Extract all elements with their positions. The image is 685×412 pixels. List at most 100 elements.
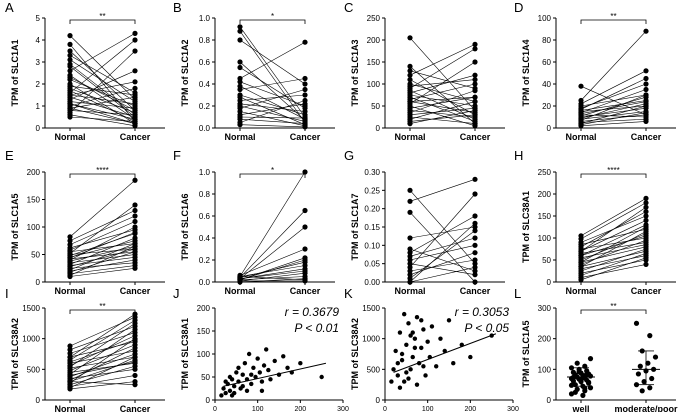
pair-line bbox=[69, 81, 136, 96]
cancer-point bbox=[132, 257, 138, 263]
y-tick-label: 0.0 bbox=[199, 278, 211, 287]
panel-d: D 0 20 40 60 80 100 TPM of SLC1A4 Normal Cancer ** bbox=[514, 0, 676, 142]
scatter-point bbox=[414, 315, 420, 320]
scatter-point bbox=[438, 336, 443, 341]
pair-line bbox=[580, 257, 647, 281]
y-axis-label: TPM of SLC1A6 bbox=[180, 193, 190, 260]
pair-line bbox=[239, 103, 306, 116]
normal-point bbox=[237, 37, 243, 43]
y-tick-label: 80 bbox=[542, 36, 551, 45]
scatter-point bbox=[227, 374, 233, 380]
pair-line bbox=[580, 235, 647, 256]
category-label: Normal bbox=[54, 132, 85, 142]
pair-line bbox=[69, 204, 136, 254]
category-label: Cancer bbox=[120, 132, 151, 142]
pair-line bbox=[580, 226, 647, 263]
normal-point bbox=[578, 123, 584, 129]
significance-bracket bbox=[69, 19, 136, 24]
pair-line bbox=[580, 206, 647, 252]
x-tick-label: 300 bbox=[507, 406, 519, 412]
panel-letter-l: L bbox=[514, 286, 521, 301]
pair-line bbox=[69, 55, 136, 94]
group-point bbox=[586, 379, 592, 385]
cancer-point bbox=[132, 30, 138, 36]
normal-point bbox=[407, 72, 413, 78]
scatter-point bbox=[272, 358, 277, 364]
normal-point bbox=[407, 209, 413, 215]
pair-line bbox=[409, 116, 476, 124]
normal-point bbox=[578, 83, 584, 89]
correlation-p: P < 0.05 bbox=[464, 321, 509, 335]
pair-line bbox=[409, 48, 476, 89]
scatter-point bbox=[285, 365, 290, 370]
normal-point bbox=[407, 246, 413, 252]
pair-line bbox=[580, 111, 647, 120]
cancer-point bbox=[472, 272, 478, 278]
y-tick-label: 50 bbox=[542, 256, 551, 265]
cancer-point bbox=[132, 359, 138, 365]
pair-line bbox=[580, 231, 647, 267]
cancer-point bbox=[132, 94, 138, 100]
normal-point bbox=[67, 238, 73, 244]
scatter-point bbox=[389, 379, 394, 384]
pair-line bbox=[69, 66, 136, 118]
cancer-point bbox=[302, 255, 308, 261]
pair-line bbox=[69, 245, 136, 276]
cancer-point bbox=[132, 382, 138, 388]
scatter-point bbox=[255, 356, 260, 361]
pair-line bbox=[239, 26, 306, 118]
scatter-point bbox=[421, 327, 426, 332]
x-tick-label: 0 bbox=[383, 406, 387, 412]
normal-point bbox=[237, 122, 243, 128]
cancer-point bbox=[472, 77, 478, 83]
significance-bracket bbox=[239, 19, 306, 24]
normal-point bbox=[578, 111, 584, 117]
cancer-point bbox=[302, 266, 308, 272]
pair-line bbox=[69, 256, 136, 266]
group-point bbox=[647, 385, 653, 391]
group-point bbox=[568, 365, 575, 371]
cancer-point bbox=[472, 220, 478, 226]
normal-point bbox=[407, 275, 413, 281]
normal-point bbox=[67, 41, 73, 48]
category-label: Cancer bbox=[631, 132, 662, 142]
group-point bbox=[637, 363, 643, 369]
scatter-point bbox=[232, 384, 237, 389]
normal-point bbox=[67, 92, 73, 98]
pair-line bbox=[239, 94, 306, 116]
cancer-point bbox=[643, 81, 649, 87]
cancer-point bbox=[643, 92, 649, 98]
normal-point bbox=[67, 255, 73, 261]
pair-line bbox=[69, 88, 136, 107]
panel-b: B 0.0 0.2 0.4 0.6 0.8 1.0 TPM of SLC1A2 Normal Ca… bbox=[173, 0, 335, 142]
scatter-point bbox=[259, 379, 265, 384]
normal-point bbox=[67, 250, 73, 256]
scatter-point bbox=[451, 361, 456, 366]
pair-line bbox=[69, 265, 136, 275]
normal-point bbox=[67, 52, 73, 59]
cancer-point bbox=[643, 86, 649, 93]
category-label: Normal bbox=[54, 286, 85, 296]
cancer-point bbox=[472, 257, 478, 263]
scatter-point bbox=[249, 381, 254, 387]
scatter-point bbox=[402, 379, 407, 384]
cancer-point bbox=[472, 228, 478, 234]
y-tick-label: 1500 bbox=[362, 304, 380, 313]
cancer-point bbox=[132, 320, 138, 326]
cancer-point bbox=[643, 200, 649, 206]
significance-label: ** bbox=[99, 12, 105, 21]
normal-point bbox=[67, 343, 73, 349]
normal-point bbox=[67, 33, 73, 39]
pair-line bbox=[409, 101, 476, 113]
pair-line bbox=[69, 63, 136, 116]
x-tick-label: 300 bbox=[337, 406, 349, 412]
pair-line bbox=[239, 78, 306, 90]
x-tick-label: 100 bbox=[252, 406, 264, 412]
scatter-point bbox=[393, 348, 398, 354]
pair-line bbox=[69, 94, 136, 105]
y-tick-label: 50 bbox=[31, 251, 40, 260]
pair-line bbox=[69, 313, 136, 358]
cancer-point bbox=[643, 246, 649, 252]
cancer-point bbox=[132, 37, 138, 43]
normal-point bbox=[67, 347, 73, 353]
